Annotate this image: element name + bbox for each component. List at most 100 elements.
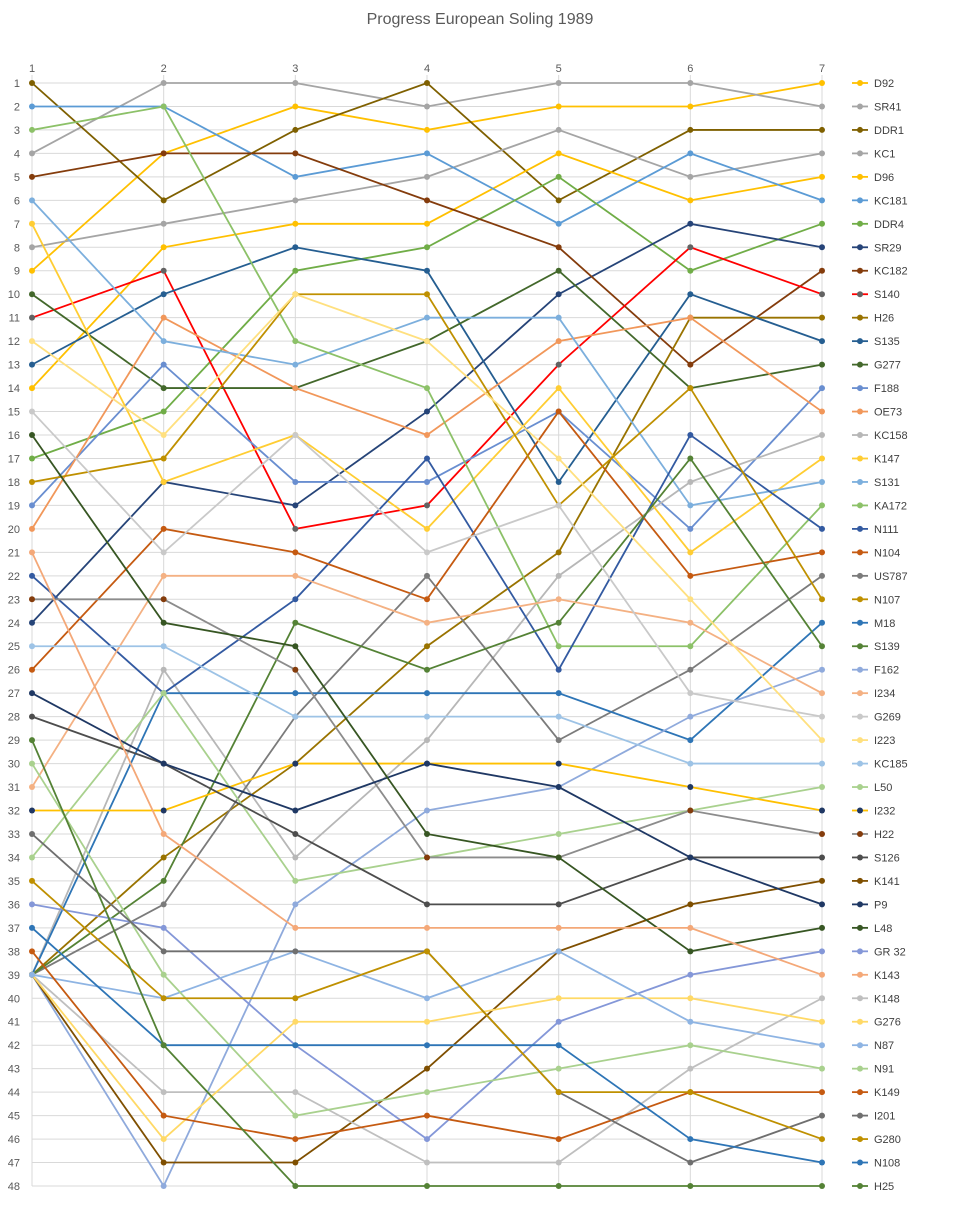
- x-tick-label: 7: [819, 63, 825, 75]
- y-tick-label: 33: [8, 829, 20, 841]
- y-tick-label: 48: [8, 1181, 20, 1193]
- data-point: [687, 197, 694, 204]
- legend-item: KC182: [852, 266, 908, 278]
- data-point: [687, 314, 694, 321]
- legend-item: KA172: [852, 500, 907, 512]
- legend-item: G269: [852, 712, 901, 724]
- data-point: [160, 267, 167, 274]
- data-point: [424, 220, 430, 227]
- y-tick-label: 32: [8, 806, 20, 818]
- data-point: [819, 830, 825, 837]
- legend-swatch-marker: [857, 1136, 863, 1143]
- data-point: [160, 1136, 167, 1143]
- data-point: [160, 150, 167, 157]
- data-point: [555, 173, 562, 180]
- legend-label: SR29: [874, 242, 902, 254]
- series-l48: [29, 432, 825, 955]
- x-tick-label: 5: [556, 63, 562, 75]
- x-tick-label: 2: [161, 63, 167, 75]
- data-point: [424, 596, 430, 603]
- legend-label: DDR1: [874, 125, 904, 137]
- data-point: [160, 877, 167, 884]
- data-point: [424, 267, 430, 274]
- data-point: [424, 807, 430, 814]
- data-point: [687, 666, 694, 673]
- legend-swatch-marker: [857, 103, 863, 110]
- data-point: [29, 385, 35, 392]
- y-tick-label: 42: [8, 1040, 20, 1052]
- data-point: [819, 478, 825, 485]
- legend-label: I232: [874, 806, 895, 818]
- legend-item: N91: [852, 1064, 894, 1076]
- series-n91: [29, 760, 825, 1119]
- data-point: [687, 596, 694, 603]
- y-tick-label: 29: [8, 735, 20, 747]
- data-point: [29, 220, 35, 227]
- data-point: [819, 150, 825, 157]
- y-tick-label: 22: [8, 571, 20, 583]
- data-point: [292, 643, 299, 650]
- data-point: [555, 713, 562, 720]
- data-point: [819, 760, 825, 767]
- data-point: [29, 478, 35, 485]
- legend-item: SR29: [852, 242, 902, 254]
- legend-item: US787: [852, 571, 908, 583]
- y-tick-label: 43: [8, 1064, 20, 1076]
- series-gr-32: [29, 901, 825, 1143]
- y-tick-label: 20: [8, 524, 20, 536]
- legend-swatch-marker: [857, 385, 863, 392]
- series-s131: [29, 197, 825, 509]
- y-tick-label: 26: [8, 665, 20, 677]
- legend-label: M18: [874, 618, 895, 630]
- legend-item: S140: [852, 289, 900, 301]
- data-point: [292, 572, 299, 579]
- data-point: [292, 619, 299, 626]
- y-tick-label: 6: [14, 195, 20, 207]
- data-point: [819, 1112, 825, 1119]
- legend-label: K147: [874, 453, 900, 465]
- data-point: [160, 572, 167, 579]
- legend-item: K143: [852, 970, 900, 982]
- y-tick-label: 27: [8, 688, 20, 700]
- data-point: [819, 784, 825, 791]
- legend-swatch-marker: [857, 737, 863, 744]
- data-point: [29, 924, 35, 931]
- legend-swatch-marker: [857, 432, 863, 439]
- legend-item: I201: [852, 1111, 895, 1123]
- y-tick-label: 5: [14, 172, 20, 184]
- data-point: [424, 1089, 430, 1096]
- y-tick-label: 18: [8, 477, 20, 489]
- data-point: [555, 924, 562, 931]
- data-point: [555, 643, 562, 650]
- data-point: [292, 1018, 299, 1025]
- data-point: [160, 455, 167, 462]
- series-oe73: [29, 314, 825, 532]
- series-kc185: [29, 643, 825, 767]
- data-point: [687, 1042, 694, 1049]
- data-point: [29, 150, 35, 157]
- legend-item: H26: [852, 313, 894, 325]
- data-point: [555, 338, 562, 345]
- data-point: [555, 220, 562, 227]
- data-point: [29, 643, 35, 650]
- data-point: [160, 596, 167, 603]
- data-point: [29, 361, 35, 368]
- y-tick-label: 36: [8, 899, 20, 911]
- data-point: [819, 807, 825, 814]
- legend-label: GR 32: [874, 946, 906, 958]
- data-point: [687, 1183, 694, 1189]
- y-tick-label: 30: [8, 759, 20, 771]
- data-point: [687, 478, 694, 485]
- data-point: [292, 1183, 299, 1189]
- y-tick-label: 31: [8, 782, 20, 794]
- data-point: [424, 197, 430, 204]
- y-tick-label: 45: [8, 1111, 20, 1123]
- legend-item: H22: [852, 829, 894, 841]
- legend-item: N111: [852, 524, 899, 536]
- data-point: [160, 1042, 167, 1049]
- data-point: [292, 901, 299, 908]
- data-point: [424, 901, 430, 908]
- legend-item: N104: [852, 547, 900, 559]
- data-point: [687, 361, 694, 368]
- data-point: [819, 267, 825, 274]
